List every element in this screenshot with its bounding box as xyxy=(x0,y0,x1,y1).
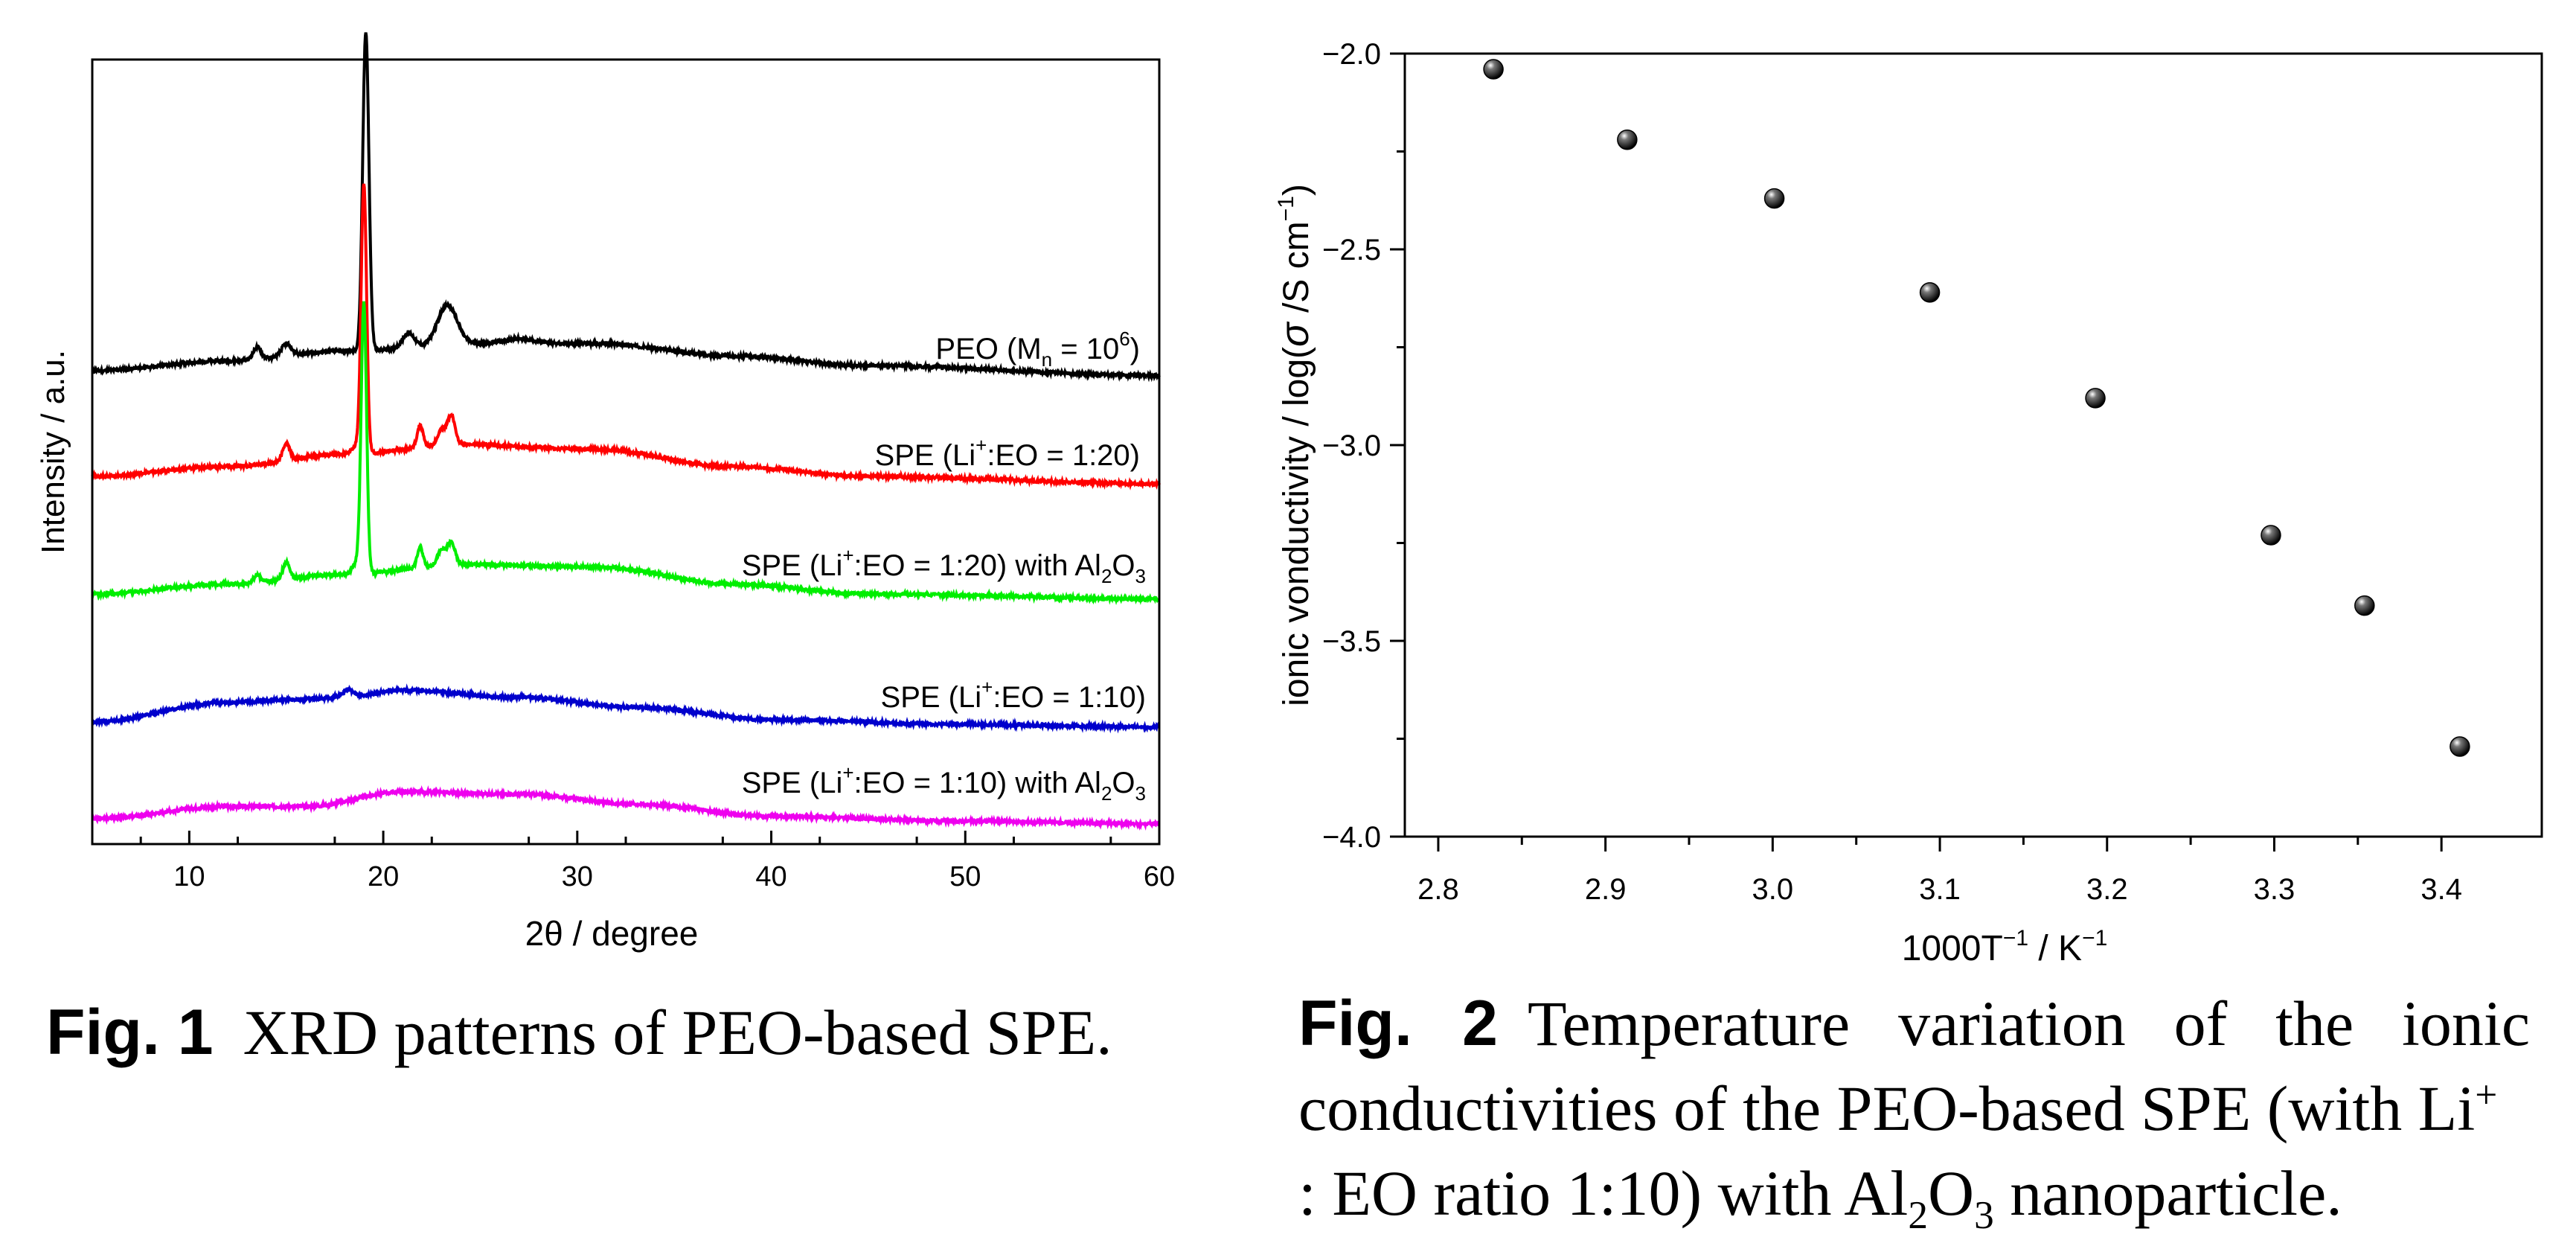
figure-1-caption: Fig. 1 XRD patterns of PEO-based SPE. xyxy=(46,990,1118,1075)
xrd-label-spe-1-20: SPE (Li+:EO = 1:20) xyxy=(875,434,1140,472)
xrd-traces xyxy=(91,32,1161,831)
xrd-label-peo: PEO (Mn = 106) xyxy=(935,328,1140,371)
figure-2-caption-text-2: : EO ratio 1:10) with Al xyxy=(1298,1157,1909,1229)
xrd-y-axis-label: Intensity / a.u. xyxy=(35,350,71,554)
xrd-x-tick-label: 20 xyxy=(368,861,399,892)
xrd-series-3 xyxy=(91,301,1161,605)
figure-2-caption-text-4: nanoparticle. xyxy=(1993,1157,2342,1229)
xrd-x-tick-label: 60 xyxy=(1144,861,1175,892)
xrd-series-1 xyxy=(91,32,1161,383)
figure-2-label: Fig. 2 xyxy=(1298,988,1498,1059)
figure-2-caption: Fig. 2 Temperature variation of the ionic… xyxy=(1298,981,2530,1236)
xrd-series-4 xyxy=(91,683,1160,734)
xrd-x-tick-label: 30 xyxy=(562,861,593,892)
xrd-x-tick-label: 50 xyxy=(949,861,981,892)
figure-2-caption-sub-2: 3 xyxy=(1974,1192,1994,1238)
xrd-series-2 xyxy=(91,183,1161,491)
xrd-x-axis-label: 2θ / degree xyxy=(525,914,699,953)
xrd-x-tick-label: 10 xyxy=(173,861,205,892)
xrd-x-tick-label: 40 xyxy=(755,861,786,892)
xrd-label-spe-1-10-al2o3: SPE (Li+:EO = 1:10) with Al2O3 xyxy=(742,761,1146,805)
figure-2-caption-sub-1: 2 xyxy=(1908,1192,1928,1238)
figure-1-caption-text: XRD patterns of PEO-based SPE. xyxy=(243,997,1112,1068)
xrd-x-axis: 10 20 30 40 50 60 xyxy=(139,831,1175,892)
xrd-series-5 xyxy=(91,785,1161,831)
figure-1-label: Fig. 1 xyxy=(46,997,214,1068)
xrd-label-spe-1-10: SPE (Li+:EO = 1:10) xyxy=(881,676,1146,714)
figure-2-caption-text-3: O xyxy=(1927,1157,1975,1229)
figure-2-caption-text-1: Temperature variation of the ionic condu… xyxy=(1298,988,2530,1144)
xrd-label-spe-1-20-al2o3: SPE (Li+:EO = 1:20) with Al2O3 xyxy=(742,544,1146,587)
figure-2-caption-sup: + xyxy=(2475,1072,2498,1117)
